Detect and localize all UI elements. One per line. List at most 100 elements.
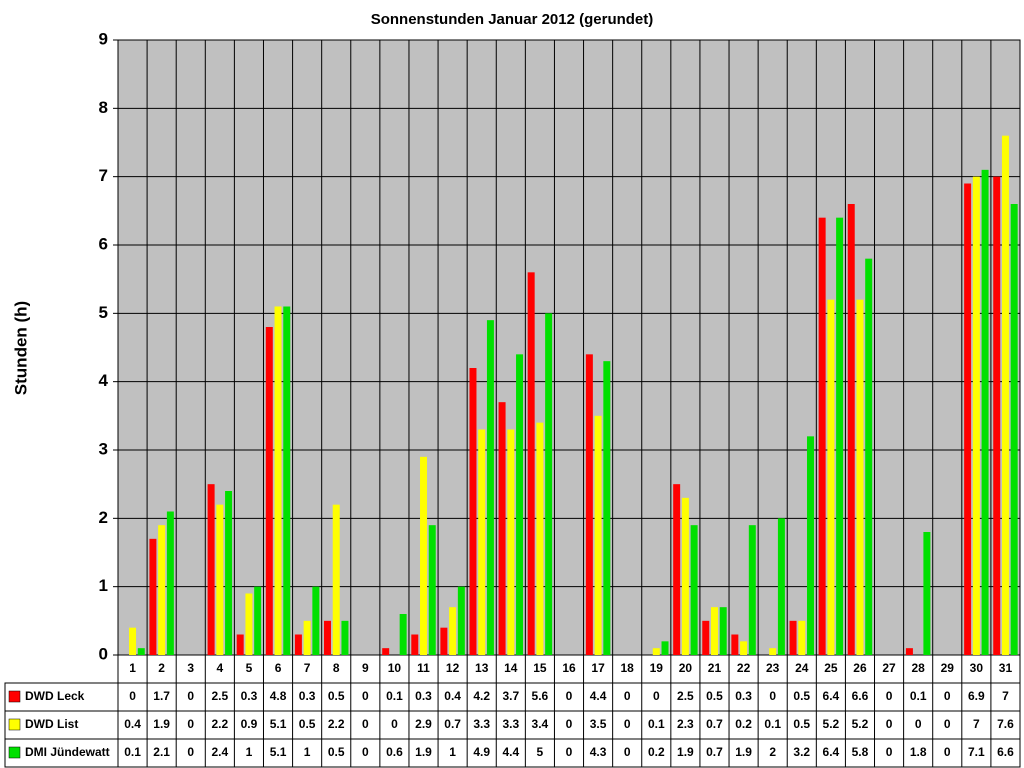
table-value: 6.6 — [997, 745, 1014, 759]
bar — [603, 361, 611, 655]
table-value: 1 — [246, 745, 253, 759]
table-value: 0 — [944, 717, 951, 731]
table-value: 0.3 — [299, 689, 316, 703]
table-value: 1.9 — [153, 717, 170, 731]
y-tick-label: 3 — [99, 439, 108, 458]
table-value: 0.5 — [706, 689, 723, 703]
bar — [236, 634, 244, 655]
y-tick-label: 4 — [99, 371, 109, 390]
table-value: 0.5 — [328, 689, 345, 703]
bar — [149, 538, 157, 655]
table-value: 0 — [624, 745, 631, 759]
bar — [507, 429, 515, 655]
table-value: 7.6 — [997, 717, 1014, 731]
table-value: 6.4 — [823, 689, 840, 703]
bar — [469, 368, 477, 655]
bar — [137, 648, 145, 655]
table-value: 0 — [362, 745, 369, 759]
legend-key — [8, 718, 21, 731]
bar — [440, 627, 448, 655]
table-value: 0 — [187, 689, 194, 703]
x-tick-label: 21 — [708, 661, 722, 675]
bar — [972, 176, 980, 655]
bar — [449, 607, 457, 655]
bar — [993, 176, 1001, 655]
table-value: 2.2 — [328, 717, 345, 731]
bar — [789, 620, 797, 655]
bar — [964, 183, 972, 655]
table-value: 0.7 — [706, 745, 723, 759]
table-value: 7.1 — [968, 745, 985, 759]
bar — [341, 620, 349, 655]
x-tick-label: 12 — [446, 661, 460, 675]
bar — [981, 169, 989, 656]
table-value: 0.7 — [706, 717, 723, 731]
table-value: 0.1 — [386, 689, 403, 703]
plot-area — [117, 39, 1021, 656]
bar — [274, 306, 282, 655]
x-tick-label: 28 — [911, 661, 925, 675]
bar — [1001, 135, 1009, 655]
x-tick-label: 22 — [737, 661, 751, 675]
x-tick-label: 15 — [533, 661, 547, 675]
bar — [777, 518, 785, 655]
bar — [498, 402, 506, 655]
bar — [719, 607, 727, 655]
x-tick-label: 16 — [562, 661, 576, 675]
bar — [527, 272, 535, 655]
x-tick-label: 9 — [362, 661, 369, 675]
x-tick-label: 20 — [679, 661, 693, 675]
bar — [818, 217, 826, 655]
x-tick-label: 25 — [824, 661, 838, 675]
table-value: 5.1 — [270, 745, 287, 759]
bar — [545, 313, 553, 655]
bar — [294, 634, 302, 655]
bar — [836, 217, 844, 655]
table-value: 4.9 — [473, 745, 490, 759]
bar — [283, 306, 291, 655]
table-value: 1.9 — [415, 745, 432, 759]
x-tick-label: 1 — [129, 661, 136, 675]
table-value: 0.5 — [328, 745, 345, 759]
table-value: 0.4 — [444, 689, 461, 703]
legend-label: DWD List — [25, 717, 78, 731]
x-tick-label: 10 — [388, 661, 402, 675]
table-value: 0 — [391, 717, 398, 731]
legend-key — [8, 746, 21, 759]
table-value: 0.5 — [793, 689, 810, 703]
table-value: 0.6 — [386, 745, 403, 759]
table-value: 0 — [624, 689, 631, 703]
table-value: 0.5 — [793, 717, 810, 731]
table-value: 0 — [653, 689, 660, 703]
x-tick-label: 8 — [333, 661, 340, 675]
bar — [254, 586, 262, 655]
bar — [661, 641, 669, 655]
table-value: 4.4 — [590, 689, 607, 703]
table-value: 2.2 — [211, 717, 228, 731]
chart-title: Sonnenstunden Januar 2012 (gerundet) — [371, 11, 654, 28]
x-tick-label: 29 — [941, 661, 955, 675]
bar — [690, 525, 698, 655]
bar — [673, 484, 681, 655]
x-tick-label: 17 — [591, 661, 605, 675]
table-value: 1 — [449, 745, 456, 759]
x-tick-label: 18 — [621, 661, 635, 675]
x-tick-label: 13 — [475, 661, 489, 675]
table-value: 0 — [624, 717, 631, 731]
table-value: 6.6 — [852, 689, 869, 703]
table-value: 2.9 — [415, 717, 432, 731]
table-value: 1.9 — [677, 745, 694, 759]
table-value: 5.1 — [270, 717, 287, 731]
x-tick-label: 5 — [246, 661, 253, 675]
x-tick-label: 11 — [417, 661, 430, 675]
bar — [420, 456, 428, 655]
bar — [129, 627, 137, 655]
table-value: 1.9 — [735, 745, 752, 759]
table-value: 0.5 — [299, 717, 316, 731]
bar — [748, 525, 756, 655]
table-value: 0 — [566, 717, 573, 731]
bar — [731, 634, 739, 655]
table-value: 0.1 — [910, 689, 927, 703]
table-value: 3.4 — [532, 717, 549, 731]
table-value: 3.3 — [473, 717, 490, 731]
